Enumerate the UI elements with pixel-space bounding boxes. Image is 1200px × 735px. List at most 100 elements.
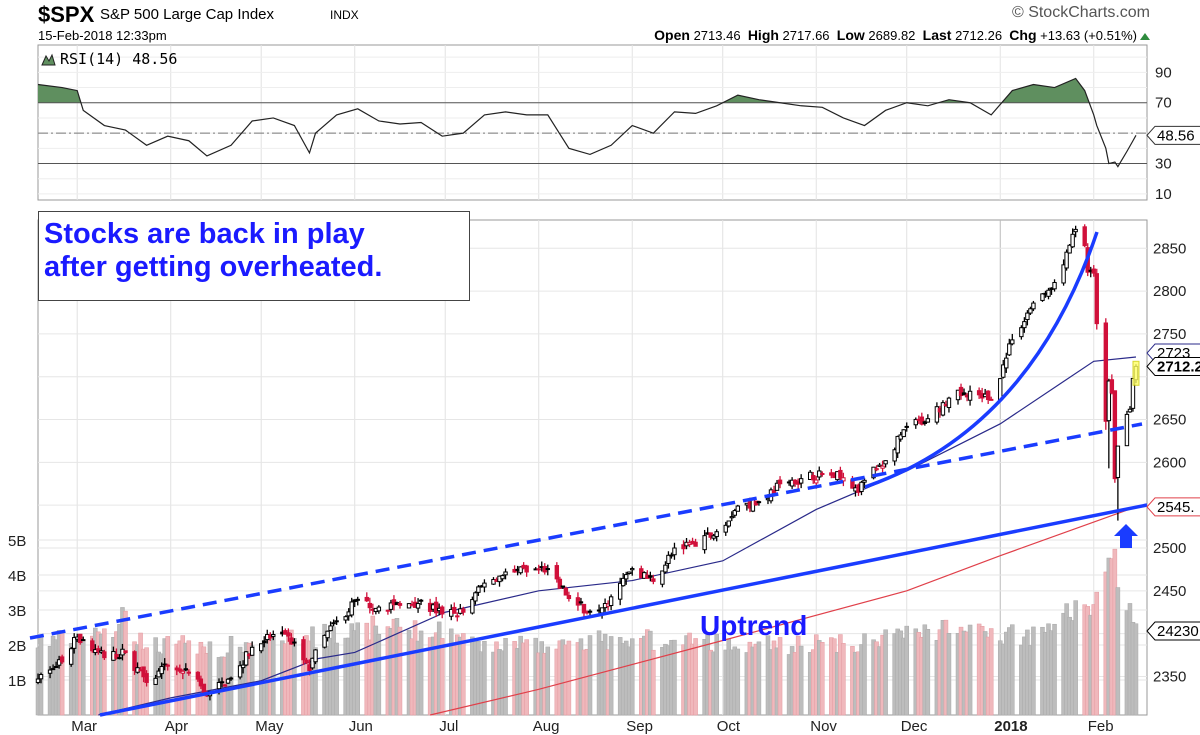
candle	[862, 479, 867, 483]
volume-tick-label: 4B	[8, 568, 26, 585]
last-label: Last	[922, 27, 952, 43]
candle	[1031, 302, 1036, 310]
ma200-tag-box	[1146, 497, 1200, 517]
candle	[536, 568, 541, 571]
candle	[732, 510, 737, 516]
candle	[1106, 380, 1112, 422]
x-tick-label: Nov	[810, 718, 837, 735]
candle	[820, 472, 825, 475]
candle	[96, 648, 101, 653]
candle	[271, 633, 276, 637]
x-tick-label: Sep	[626, 718, 653, 735]
candle	[388, 602, 394, 610]
volume-bar	[651, 649, 656, 716]
volume-bar	[545, 646, 551, 716]
candle	[624, 574, 629, 580]
price-tick-label: 2800	[1153, 283, 1186, 300]
upper-dashed-trendline	[29, 422, 1143, 640]
candle	[1007, 343, 1012, 356]
candle	[693, 541, 698, 547]
annotation-line-2: after getting overheated.	[44, 251, 383, 283]
candle	[240, 664, 246, 669]
candle	[90, 640, 95, 652]
candle	[1028, 308, 1033, 314]
x-tick-label: Jun	[349, 718, 373, 735]
candle	[249, 646, 255, 656]
candle	[895, 435, 900, 454]
candle	[35, 678, 41, 683]
up-arrow-icon	[1114, 524, 1138, 548]
volume-bar	[80, 639, 86, 716]
volume-bar	[988, 628, 994, 716]
candle	[518, 566, 523, 574]
candle	[976, 390, 982, 396]
candle	[1070, 233, 1075, 248]
rsi-panel: RSI(14) 48.56	[37, 50, 1147, 168]
parabolic-curve	[864, 231, 1099, 489]
candle	[880, 465, 885, 469]
candle	[153, 677, 158, 685]
candle	[219, 681, 225, 684]
volume-bar	[418, 630, 424, 716]
candle	[331, 622, 336, 625]
candle	[961, 392, 967, 396]
last-bar-highlight	[1132, 360, 1140, 386]
candle	[554, 565, 560, 580]
moving-averages	[98, 356, 1137, 716]
candle	[201, 683, 207, 694]
volume-bar	[735, 648, 741, 716]
volume-bar	[355, 622, 360, 716]
volume-bar	[967, 624, 973, 716]
candle	[78, 633, 83, 644]
candle	[919, 416, 925, 425]
candle	[180, 670, 185, 674]
candle	[620, 577, 626, 587]
ma200-line	[429, 506, 1137, 716]
candle	[322, 634, 327, 648]
candle	[630, 568, 635, 571]
candle	[1052, 282, 1057, 290]
candle	[71, 637, 77, 649]
axes: Mar Apr May Jun Jul Aug Sep Oct Nov Dec 2018 Feb 235…	[8, 64, 1200, 735]
candle	[162, 663, 167, 666]
x-tick-label: May	[255, 718, 284, 735]
quote-summary: Open 2713.46 High 2717.66 Low 2689.82 La…	[654, 27, 1150, 43]
candle	[599, 607, 605, 614]
chg-value: +13.63 (+0.51%)	[1040, 28, 1137, 43]
candle	[461, 608, 466, 613]
candle	[1109, 379, 1115, 394]
candle	[68, 648, 74, 665]
candle	[367, 602, 373, 609]
rsi-label: RSI(14) 48.56	[60, 50, 177, 68]
candle	[1112, 390, 1118, 480]
candle	[672, 547, 677, 556]
candle	[608, 596, 614, 607]
volume-bar	[925, 629, 931, 716]
volume-bar	[798, 645, 804, 716]
volume-bar	[207, 641, 213, 716]
chg-label: Chg	[1009, 27, 1037, 43]
candle	[735, 505, 741, 512]
volume-bar	[249, 645, 255, 716]
candle	[627, 571, 632, 575]
open-label: Open	[654, 27, 690, 43]
candle	[666, 554, 671, 564]
candle	[325, 630, 330, 639]
candle	[56, 659, 62, 666]
x-tick-label: Feb	[1088, 718, 1114, 735]
volume-bar	[397, 626, 403, 716]
candle	[985, 390, 991, 401]
candle	[714, 531, 719, 538]
candle	[1127, 408, 1133, 413]
candle	[334, 620, 339, 623]
candle	[228, 677, 234, 680]
candle	[397, 603, 403, 606]
candle	[1103, 322, 1109, 422]
candle	[566, 595, 572, 600]
rsi-tick-label: 10	[1155, 186, 1172, 203]
candle	[349, 601, 354, 616]
volume-bar	[524, 639, 529, 716]
high-value: 2717.66	[782, 28, 830, 43]
candle	[922, 421, 928, 424]
candle	[524, 565, 529, 573]
